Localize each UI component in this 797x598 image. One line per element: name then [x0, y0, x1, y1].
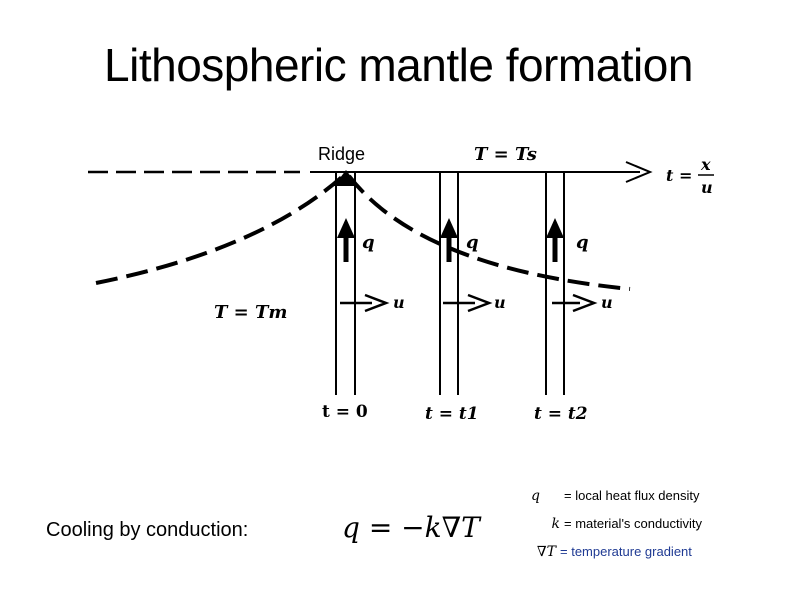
legend-symbol: q: [531, 488, 540, 504]
velocity-label: u: [601, 293, 613, 312]
legend-row-q: q = local heat flux density: [520, 488, 700, 504]
velocity-arrow-icon: [340, 293, 390, 313]
page-title: Lithospheric mantle formation: [104, 39, 693, 91]
heat-flux-arrow-icon: [440, 218, 458, 262]
heat-flux-label: q: [362, 232, 375, 253]
legend-description: = temperature gradient: [560, 544, 692, 559]
lithosphere-base-left: [95, 174, 345, 285]
time-label-t1: t = t1: [425, 404, 479, 424]
legend-symbol: k: [551, 516, 560, 532]
heat-flux-arrow-icon: [546, 218, 564, 262]
legend-row-k: k = material's conductivity: [520, 516, 702, 532]
velocity-label: u: [494, 293, 506, 312]
heat-flux-label: q: [466, 232, 479, 253]
cooling-label: Cooling by conduction:: [46, 519, 249, 541]
heat-flux-formula: q = −k∇T: [342, 511, 480, 544]
velocity-arrow-icon: [552, 293, 598, 313]
column-t0: [335, 172, 356, 395]
velocity-label: u: [393, 293, 405, 312]
time-label-t2: t = t2: [534, 404, 588, 424]
lithosphere-base-right: [347, 174, 631, 291]
column-t2: [545, 172, 565, 395]
column-t1: [439, 172, 459, 395]
heat-flux-label: q: [576, 232, 589, 253]
legend-row-gradient: ∇T = temperature gradient: [520, 544, 692, 560]
velocity-arrow-icon: [443, 293, 493, 313]
ridge-icon: [334, 170, 358, 186]
time-formula-t: t =: [666, 166, 692, 185]
time-label-t0: t = 0: [322, 402, 368, 422]
mantle-temp-label: T = Tm: [214, 302, 287, 323]
time-formula-num: x: [700, 155, 711, 174]
ridge-label: Ridge: [318, 144, 365, 164]
legend-description: = local heat flux density: [564, 488, 700, 503]
legend-description: = material's conductivity: [564, 516, 702, 531]
legend-symbol: ∇T: [536, 544, 556, 560]
surface-arrow-icon: [625, 161, 653, 183]
heat-flux-arrow-icon: [337, 218, 355, 262]
surface-temp-label: T = Ts: [474, 144, 537, 165]
time-formula-den: u: [701, 178, 713, 197]
